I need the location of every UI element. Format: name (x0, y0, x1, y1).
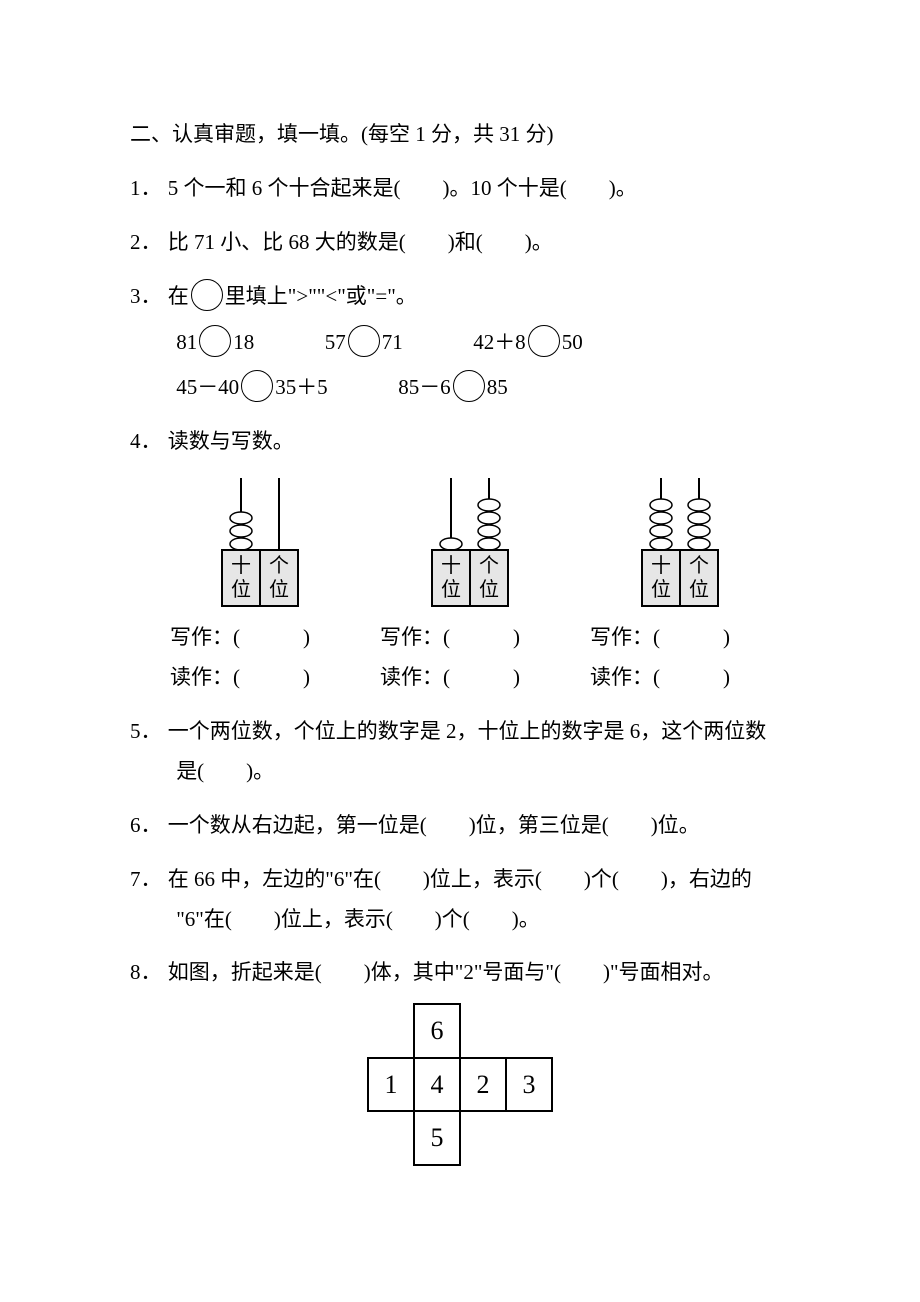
abacus-icon: 十 个 位 位 (625, 472, 735, 612)
blank-circle (453, 370, 485, 402)
net-cell: 4 (414, 1058, 460, 1111)
q1-text: 5 个一和 6 个十合起来是( )。10 个十是( )。 (168, 176, 637, 200)
question-5: 5．一个两位数，个位上的数字是 2，十位上的数字是 6，这个两位数 是( )。 (130, 712, 790, 792)
write-cell: 写作：( ) (590, 618, 770, 658)
read-cell: 读作：( ) (590, 658, 770, 698)
q3-r2b-r: 85 (487, 375, 508, 399)
net-cell: 5 (414, 1111, 460, 1164)
q2-text: 比 71 小、比 68 大的数是( )和( )。 (168, 230, 553, 254)
abacus-row: 十 个 位 位 十 个 位 位 十 个 位 位 (130, 462, 790, 618)
q5-num: 5． (130, 712, 168, 752)
q3-row1: 81 18 57 71 42＋8 50 (130, 323, 790, 363)
q6-num: 6． (130, 806, 168, 846)
blank-circle (348, 325, 380, 357)
svg-text:个: 个 (479, 554, 499, 577)
svg-text:位: 位 (479, 578, 499, 601)
question-4: 4．读数与写数。 十 个 位 位 十 个 位 位 十 个 位 位 写作：( ) … (130, 422, 790, 698)
q3-r1a-l: 81 (176, 330, 197, 354)
question-3: 3．在 里填上">""<"或"="。 81 18 57 71 42＋8 50 45－40… (130, 277, 790, 409)
svg-text:位: 位 (689, 578, 709, 601)
read-cell: 读作：( ) (380, 658, 560, 698)
net-cell: 1 (368, 1058, 414, 1111)
q3-r1b-r: 71 (382, 330, 403, 354)
svg-text:位: 位 (269, 578, 289, 601)
write-row: 写作：( ) 写作：( ) 写作：( ) (130, 618, 790, 658)
net-cell: 2 (460, 1058, 506, 1111)
q3-r2b-l: 85－6 (398, 375, 451, 399)
q3-r2a-l: 45－40 (176, 375, 239, 399)
question-7: 7．在 66 中，左边的"6"在( )位上，表示( )个( )，右边的 "6"在… (130, 860, 790, 940)
question-8: 8．如图，折起来是( )体，其中"2"号面与"( )"号面相对。 614235 (130, 953, 790, 1165)
question-6: 6．一个数从右边起，第一位是( )位，第三位是( )位。 (130, 806, 790, 846)
q3-r1c-r: 50 (562, 330, 583, 354)
q3-r2a-r: 35＋5 (275, 375, 328, 399)
write-cell: 写作：( ) (380, 618, 560, 658)
blank-circle (528, 325, 560, 357)
svg-text:个: 个 (269, 554, 289, 577)
write-cell: 写作：( ) (170, 618, 350, 658)
net-cell: 3 (506, 1058, 552, 1111)
q6-text: 一个数从右边起，第一位是( )位，第三位是( )位。 (168, 813, 700, 837)
net-cell: 6 (414, 1004, 460, 1057)
q5-l2: 是( )。 (130, 752, 790, 792)
svg-text:十: 十 (441, 554, 461, 577)
cube-net: 614235 (130, 993, 790, 1165)
q3-r1c-l: 42＋8 (473, 330, 526, 354)
q3-num: 3． (130, 277, 168, 317)
read-cell: 读作：( ) (170, 658, 350, 698)
abacus-icon: 十 个 位 位 (205, 472, 315, 612)
q3-r1b-l: 57 (325, 330, 346, 354)
q7-l1: 在 66 中，左边的"6"在( )位上，表示( )个( )，右边的 (168, 867, 752, 891)
blank-circle (199, 325, 231, 357)
q3-r1a-r: 18 (233, 330, 254, 354)
q8-num: 8． (130, 953, 168, 993)
q7-l2: "6"在( )位上，表示( )个( )。 (130, 900, 790, 940)
q3-lead-b: 里填上">""<"或"="。 (225, 284, 417, 308)
q1-num: 1． (130, 169, 168, 209)
svg-text:十: 十 (231, 554, 251, 577)
q4-title: 读数与写数。 (168, 429, 294, 453)
q7-num: 7． (130, 860, 168, 900)
question-1: 1．5 个一和 6 个十合起来是( )。10 个十是( )。 (130, 169, 790, 209)
svg-text:十: 十 (651, 554, 671, 577)
read-row: 读作：( ) 读作：( ) 读作：( ) (130, 658, 790, 698)
section-title: 二、认真审题，填一填。(每空 1 分，共 31 分) (130, 115, 790, 155)
q8-text: 如图，折起来是( )体，其中"2"号面与"( )"号面相对。 (168, 960, 724, 984)
svg-text:个: 个 (689, 554, 709, 577)
q3-row2: 45－40 35＋5 85－6 85 (130, 368, 790, 408)
svg-text:位: 位 (651, 578, 671, 601)
q5-l1: 一个两位数，个位上的数字是 2，十位上的数字是 6，这个两位数 (168, 719, 767, 743)
q3-lead-circle (191, 279, 223, 311)
q3-lead-a: 在 (168, 284, 189, 308)
q4-num: 4． (130, 422, 168, 462)
svg-text:位: 位 (441, 578, 461, 601)
svg-text:位: 位 (231, 578, 251, 601)
blank-circle (241, 370, 273, 402)
abacus-icon: 十 个 位 位 (415, 472, 525, 612)
question-2: 2．比 71 小、比 68 大的数是( )和( )。 (130, 223, 790, 263)
q2-num: 2． (130, 223, 168, 263)
